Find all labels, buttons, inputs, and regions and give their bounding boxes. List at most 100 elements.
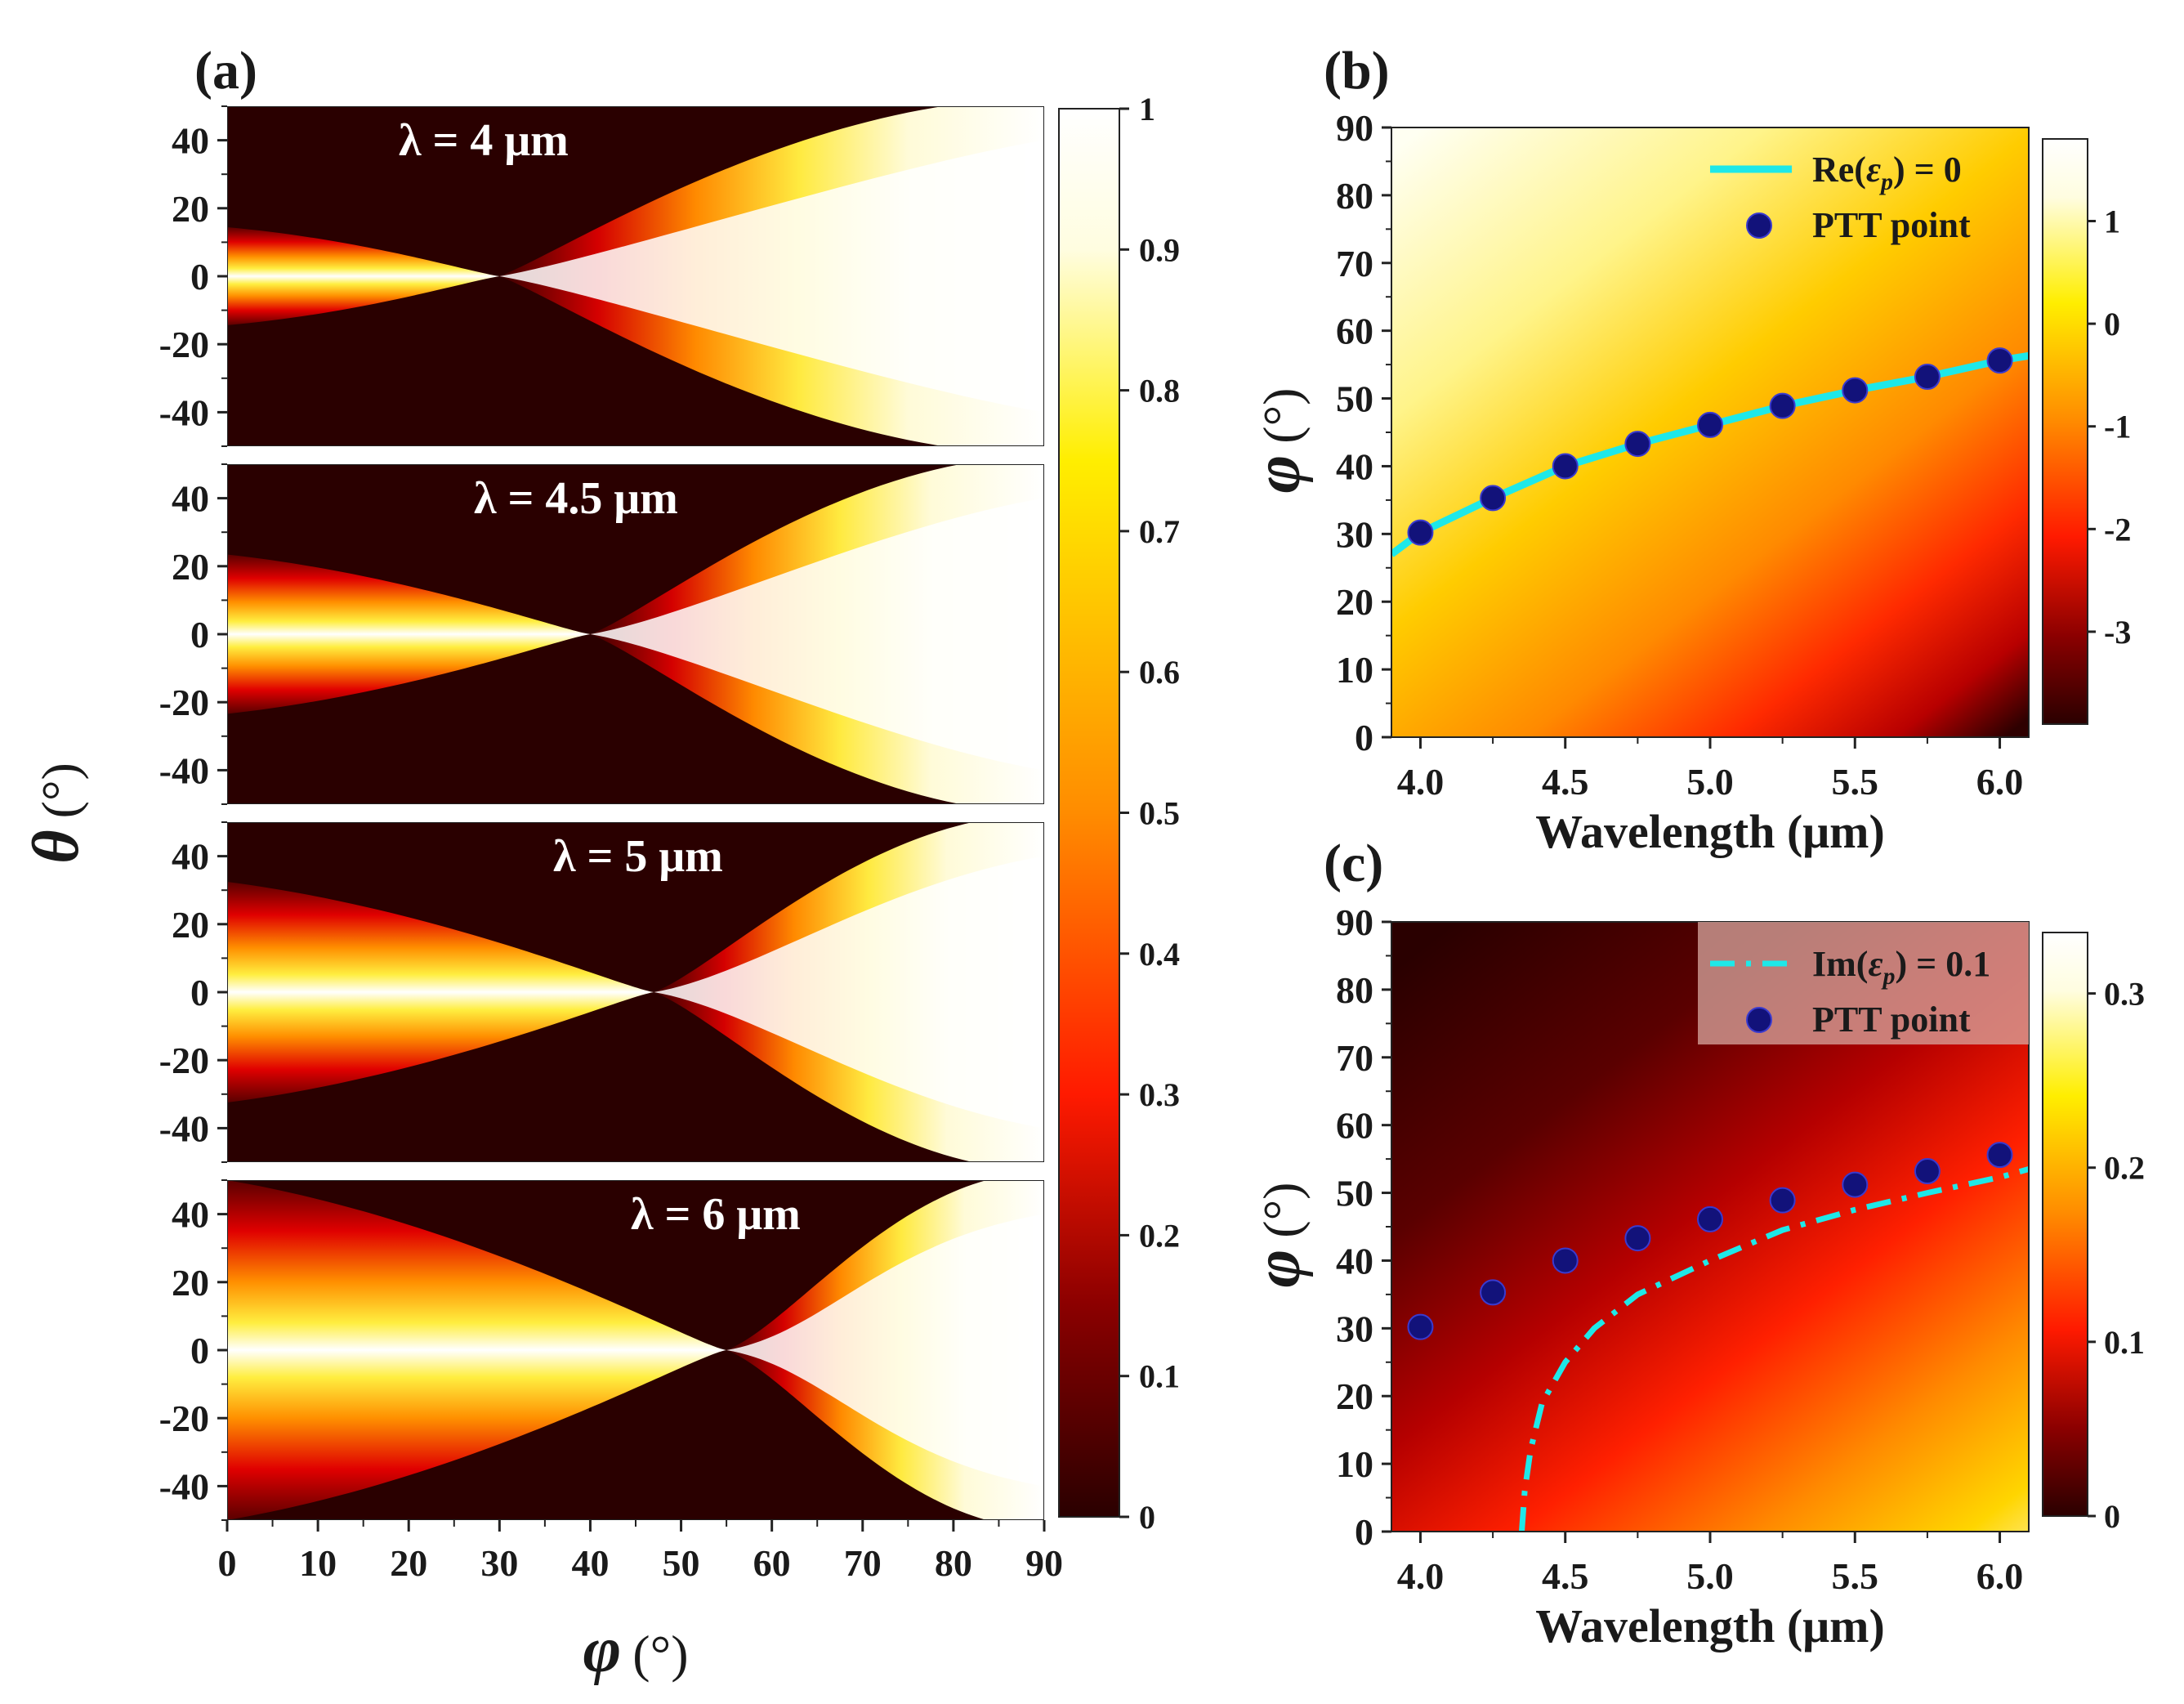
legend-curve-label-part: Re( [1812,150,1866,190]
y-tick-label: 0 [190,972,209,1013]
y-tick-label: 60 [1336,311,1373,352]
ptt-point [1842,1171,1869,1198]
y-tick-label: 0 [190,614,209,655]
y-tick-label: -20 [159,1398,209,1439]
y-tick-label: 70 [1336,243,1373,284]
legend-curve-label-part: p [1878,168,1893,195]
y-tick-label: -40 [159,1465,209,1507]
heatmap-core-right [590,498,1044,771]
ptt-point [1842,377,1869,404]
y-tick-label: 50 [1336,378,1373,420]
ptt-point [1914,364,1941,391]
x-tick-label: 6.0 [1976,1555,2024,1597]
colorbar-tick-label: 0 [2104,1498,2120,1535]
x-tick-label: 10 [299,1542,337,1584]
legend-curve-label-part: ) = 0 [1893,150,1962,190]
x-tick-label: 0 [218,1542,237,1584]
colorbar-tick-label: 0.7 [1139,513,1180,550]
x-axis-label: Wavelength (μm) [1535,805,1885,858]
colorbar-tick-label: -2 [2104,511,2131,548]
colorbar-tick-label: 1 [2104,203,2120,239]
y-tick-label: 0 [190,1330,209,1371]
ptt-point [1697,411,1723,438]
y-tick-label: 30 [1336,1308,1373,1349]
ptt-point [1769,392,1796,419]
y-tick-label: 20 [172,1262,209,1304]
colorbar-gradient [1058,108,1120,1518]
x-tick-label: 4.0 [1397,1555,1445,1597]
y-tick-label: -20 [159,1040,209,1081]
heatmap-subplot-2 [227,822,1044,1162]
y-tick-label: -20 [159,324,209,365]
legend-curve-label: Im(εp) = 0.1 [1812,944,1990,990]
y-tick-label: 70 [1336,1037,1373,1079]
colorbar-tick-label: -1 [2104,409,2131,445]
y-tick-label: 90 [1336,107,1373,149]
ptt-point [1769,1187,1796,1214]
legend-point-swatch [1746,212,1772,239]
y-tick-label: 20 [172,546,209,588]
x-tick-label: 5.5 [1832,1555,1879,1597]
colorbar-gradient [2042,932,2088,1517]
x-axis-label: Wavelength (μm) [1535,1599,1885,1653]
heatmap-subplot-3 [227,1180,1044,1520]
y-axis-symbol: φ [1242,455,1314,494]
x-tick-label: 6.0 [1976,761,2024,803]
x-tick-label: 5.5 [1832,761,1879,803]
ptt-point [1407,1313,1434,1340]
ptt-point [1986,1142,2013,1169]
x-tick-label: 4.0 [1397,761,1445,803]
x-tick-label: 80 [935,1542,972,1584]
wavelength-label: λ = 5 μm [553,831,723,882]
x-axis-symbol: φ [583,1614,621,1686]
y-tick-label: -40 [159,391,209,433]
y-tick-label: 40 [172,120,209,162]
wavelength-label: λ = 4.5 μm [474,473,678,524]
y-tick-label: 60 [1336,1105,1373,1147]
y-axis-symbol: θ [20,830,92,864]
x-tick-label: 50 [663,1542,700,1584]
colorbar-tick-label: 0 [1139,1499,1155,1536]
panel-a-axes: 40 20 0 -20 -40 40 20 0 -20 -40 40 20 0 -20 -40 40 20 0 -2… [20,105,1063,1686]
y-tick-label: 20 [172,904,209,946]
colorbar-tick-label: 0.3 [1139,1076,1180,1113]
wavelength-label: λ = 4 μm [399,115,569,166]
x-tick-label: 20 [390,1542,427,1584]
ptt-point [1624,1225,1651,1252]
ptt-point [1914,1158,1941,1185]
colorbar-tick-label: 1 [1139,91,1155,127]
colorbar-tick-label: 0 [2104,306,2120,342]
heatmap-subplot-1 [227,464,1044,804]
y-tick-label: 50 [1336,1173,1373,1214]
y-tick-label: 40 [172,478,209,520]
colorbar-gradient [2042,138,2088,725]
heatmap-subplot-0 [227,106,1044,446]
colorbar-tick-label: -3 [2104,614,2131,651]
ptt-point [1552,1247,1579,1274]
legend-curve-label-part: ) = 0.1 [1895,944,1990,984]
legend-curve-label-part: ε [1866,150,1881,190]
colorbar-tick-label: 0.2 [2104,1150,2145,1187]
y-tick-label: 90 [1336,901,1373,943]
legend-point-label: PTT point [1812,1000,1971,1040]
x-tick-label: 4.5 [1542,1555,1589,1597]
x-tick-label: 5.0 [1686,761,1734,803]
y-axis-unit: (°) [1253,1182,1311,1237]
y-tick-label: 80 [1336,175,1373,217]
ptt-point [1624,431,1651,458]
legend-curve-label-part: p [1880,963,1895,990]
colorbar-tick-label: 0.8 [1139,373,1180,409]
y-tick-label: 40 [1336,1240,1373,1281]
heatmap-core-right [726,1214,1044,1487]
colorbar-tick-label: 0.4 [1139,936,1180,973]
curve-line [1519,1166,2029,1532]
y-axis-label: θ (°) [20,763,92,864]
y-axis-symbol: φ [1242,1250,1314,1288]
y-axis-label: φ (°) [1242,387,1314,493]
ptt-point [1697,1205,1723,1232]
x-axis-label: φ (°) [583,1614,688,1686]
y-tick-label: 10 [1336,649,1373,691]
panel-label-b: (b) [1324,41,1390,101]
y-axis-unit: (°) [31,763,89,818]
